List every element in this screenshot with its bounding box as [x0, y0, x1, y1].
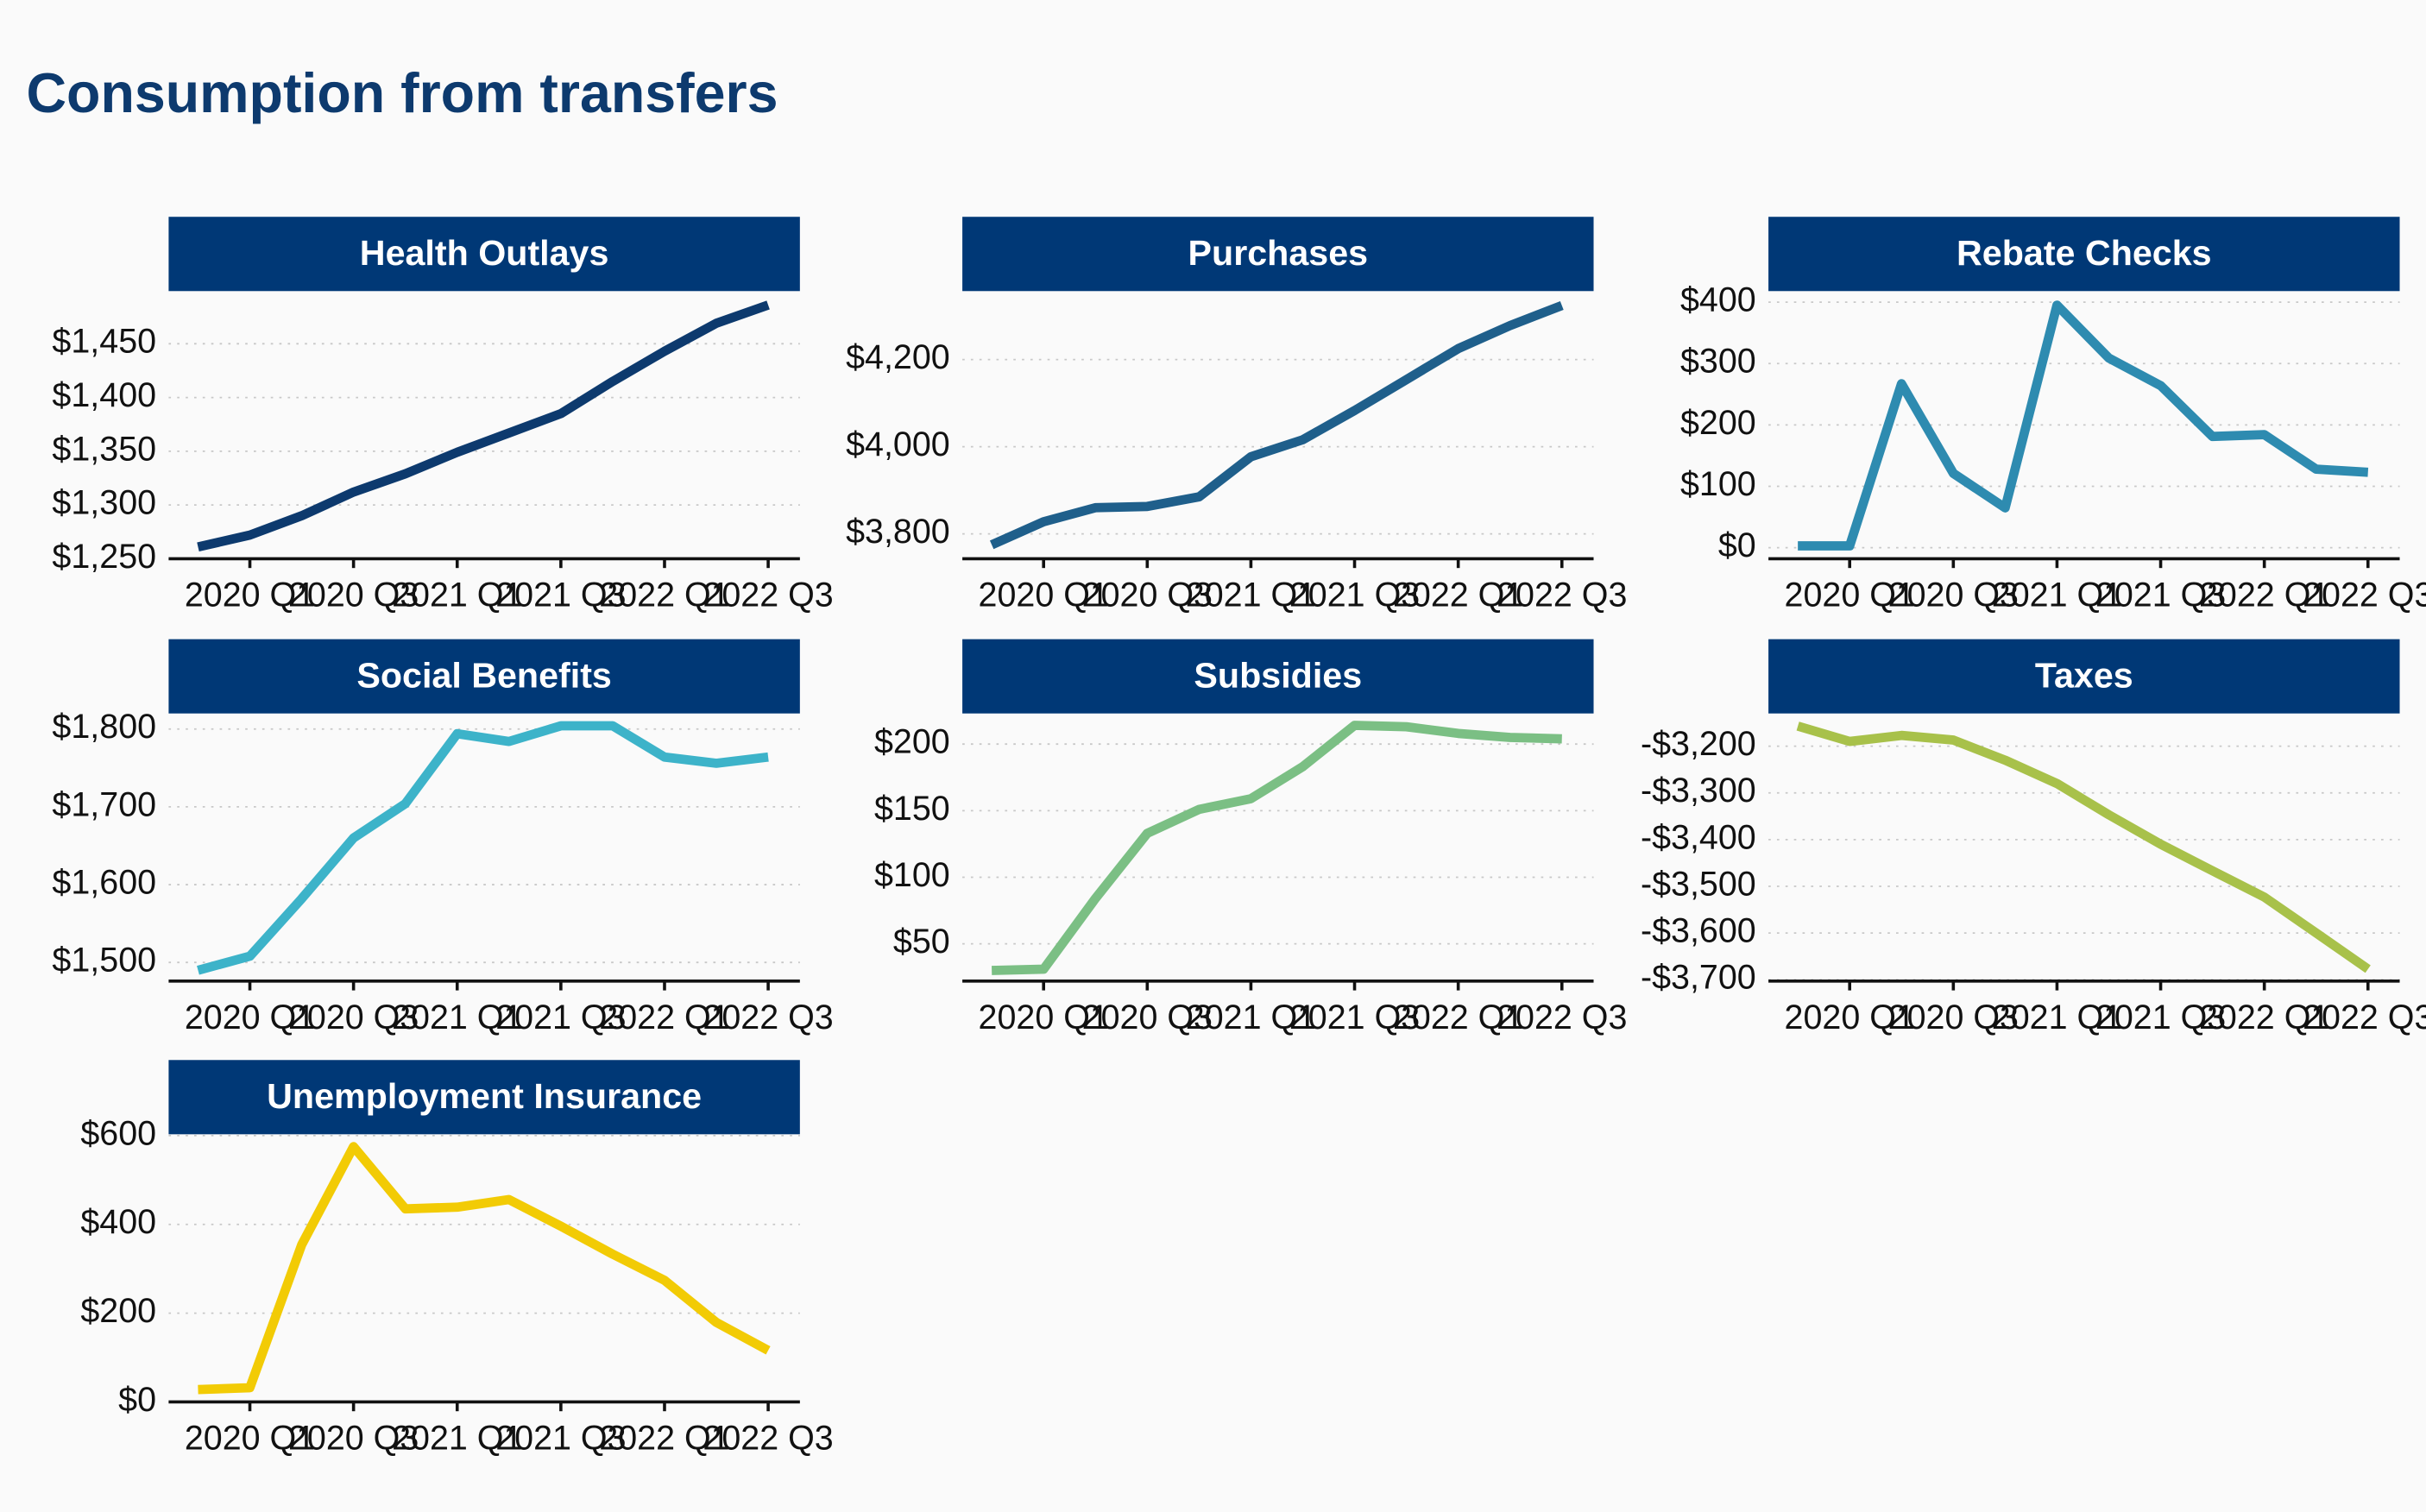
x-tick-label: 2021 Q1: [1992, 576, 2122, 614]
y-tick-label: $400: [80, 1203, 156, 1241]
panel-title: Unemployment Insurance: [267, 1076, 702, 1116]
x-tick-label: 2022 Q1: [1393, 576, 1523, 614]
x-tick-label: 2020 Q1: [1785, 576, 1915, 614]
y-tick-label: $600: [80, 1114, 156, 1152]
x-tick-label: 2021 Q3: [495, 576, 626, 614]
panel-header: [1768, 217, 2400, 292]
x-tick-label: 2022 Q1: [2199, 576, 2329, 614]
y-tick-label: $200: [80, 1292, 156, 1330]
x-tick-label: 2020 Q3: [288, 576, 419, 614]
panel-title: Rebate Checks: [1957, 233, 2212, 273]
panel-title: Social Benefits: [356, 655, 611, 695]
x-tick-label: 2022 Q3: [1497, 576, 1627, 614]
x-tick-label: 2020 Q3: [1082, 999, 1213, 1036]
x-tick-label: 2022 Q1: [1393, 999, 1523, 1036]
y-tick-label: $150: [874, 790, 950, 828]
panel-header: [168, 639, 800, 714]
y-tick-label: $50: [893, 923, 950, 961]
x-tick-label: 2022 Q3: [703, 576, 833, 614]
series-line: [989, 300, 1564, 550]
x-tick-label: 2020 Q3: [1082, 576, 1213, 614]
x-tick-label: 2020 Q3: [1888, 576, 2019, 614]
y-tick-label: $1,500: [52, 942, 156, 980]
x-tick-label: 2020 Q3: [1888, 999, 2019, 1036]
y-tick-label: -$3,700: [1641, 959, 1756, 997]
panel-title: Taxes: [2035, 655, 2133, 695]
y-tick-label: $1,350: [52, 430, 156, 468]
panel-header: [962, 217, 1594, 292]
panel-header: [168, 1060, 800, 1135]
y-tick-label: $200: [1680, 404, 1756, 442]
x-tick-label: 2020 Q1: [185, 576, 315, 614]
y-tick-label: $0: [1718, 526, 1756, 564]
series-line: [992, 721, 1562, 975]
x-tick-label: 2021 Q3: [1289, 576, 1420, 614]
y-tick-label: -$3,500: [1641, 865, 1756, 903]
y-tick-label: $100: [1680, 465, 1756, 503]
x-tick-label: 2022 Q3: [2303, 576, 2426, 614]
page-title: Consumption from transfers: [26, 62, 778, 124]
y-tick-label: $200: [874, 723, 950, 761]
series-line: [198, 1142, 771, 1395]
x-tick-label: 2021 Q3: [495, 1420, 626, 1458]
y-tick-label: $400: [1680, 281, 1756, 319]
x-tick-label: 2021 Q1: [392, 999, 522, 1036]
x-tick-label: 2021 Q1: [392, 1420, 522, 1458]
x-tick-label: 2022 Q1: [2199, 999, 2329, 1036]
panel-header: [962, 639, 1594, 714]
x-tick-label: 2021 Q1: [392, 576, 522, 614]
x-tick-label: 2022 Q3: [1497, 999, 1627, 1036]
x-tick-label: 2020 Q1: [185, 1420, 315, 1458]
y-tick-label: $3,800: [846, 513, 950, 551]
panel-title: Purchases: [1188, 233, 1369, 273]
x-tick-label: 2020 Q1: [1785, 999, 1915, 1036]
series-line: [1796, 721, 2371, 973]
y-tick-label: $1,800: [52, 708, 156, 746]
series-line: [197, 300, 770, 552]
x-tick-label: 2020 Q3: [288, 999, 419, 1036]
x-tick-label: 2020 Q3: [288, 1420, 419, 1458]
y-tick-label: -$3,200: [1641, 725, 1756, 763]
y-tick-label: -$3,300: [1641, 772, 1756, 810]
series-line: [197, 721, 769, 975]
x-tick-label: 2022 Q3: [703, 999, 833, 1036]
x-tick-label: 2021 Q1: [1992, 999, 2122, 1036]
x-tick-label: 2022 Q1: [599, 1420, 729, 1458]
x-tick-label: 2020 Q1: [185, 999, 315, 1036]
y-tick-label: $1,300: [52, 484, 156, 522]
y-tick-label: $0: [118, 1381, 156, 1419]
x-tick-label: 2022 Q1: [599, 999, 729, 1036]
y-tick-label: -$3,400: [1641, 818, 1756, 856]
x-tick-label: 2021 Q3: [2095, 576, 2226, 614]
x-tick-label: 2021 Q3: [495, 999, 626, 1036]
panel-title: Health Outlays: [360, 233, 609, 273]
panel-header: [1768, 639, 2400, 714]
x-tick-label: 2022 Q3: [703, 1420, 833, 1458]
x-tick-label: 2021 Q3: [2095, 999, 2226, 1036]
y-tick-label: $1,400: [52, 376, 156, 414]
x-tick-label: 2021 Q1: [1186, 999, 1316, 1036]
y-tick-label: $300: [1680, 343, 1756, 381]
panel-title: Subsidies: [1194, 655, 1362, 695]
y-tick-label: $1,450: [52, 323, 156, 361]
x-tick-label: 2022 Q1: [599, 576, 729, 614]
x-tick-label: 2021 Q1: [1186, 576, 1316, 614]
y-tick-label: $1,250: [52, 538, 156, 576]
x-tick-label: 2021 Q3: [1289, 999, 1420, 1036]
y-tick-label: $1,600: [52, 863, 156, 901]
x-tick-label: 2020 Q1: [979, 576, 1109, 614]
x-tick-label: 2020 Q1: [979, 999, 1109, 1036]
series-line: [1798, 300, 2369, 551]
y-tick-label: $4,200: [846, 338, 950, 376]
x-tick-label: 2022 Q3: [2303, 999, 2426, 1036]
y-tick-label: -$3,600: [1641, 912, 1756, 950]
y-tick-label: $4,000: [846, 425, 950, 463]
y-tick-label: $1,700: [52, 785, 156, 823]
panel-header: [168, 217, 800, 292]
y-tick-label: $100: [874, 856, 950, 894]
